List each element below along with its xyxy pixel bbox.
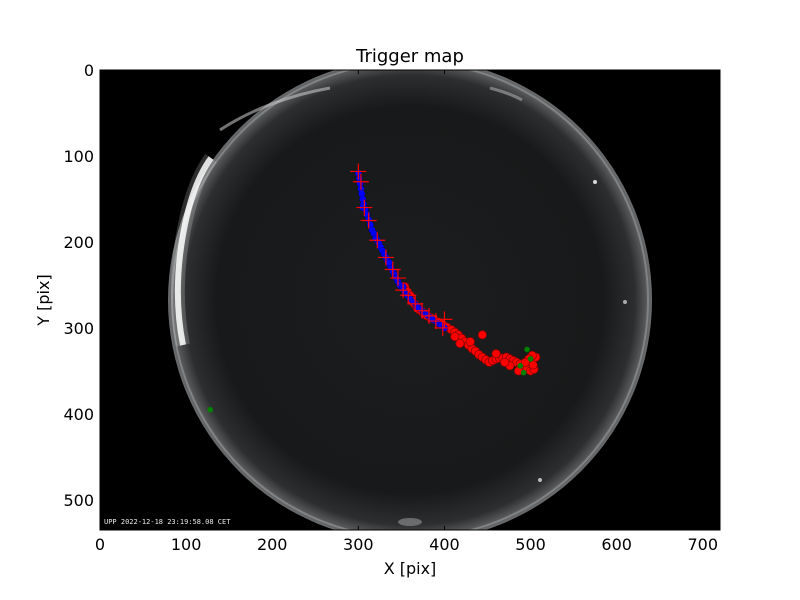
red-plus-marker <box>436 311 453 328</box>
x-tick-label: 100 <box>171 535 202 554</box>
data-marks <box>207 163 541 413</box>
x-tick-label: 0 <box>95 535 105 554</box>
red-plus-marker <box>389 270 406 287</box>
red-plus-marker <box>434 319 451 336</box>
red-plus-marker <box>384 261 401 278</box>
x-tick-label: 600 <box>601 535 632 554</box>
red-trigger-point <box>500 357 510 367</box>
red-plus-marker <box>427 313 444 330</box>
y-tick-label: 500 <box>63 491 94 510</box>
axis-ticks: 0 100 200 300 400 500 600 700 0 100 200 300 400 500 <box>63 61 720 554</box>
red-trigger-point <box>491 349 501 359</box>
green-point <box>527 356 534 362</box>
blue-track-point <box>385 259 393 267</box>
x-tick-label: 300 <box>343 535 374 554</box>
y-tick-label: 200 <box>63 233 94 252</box>
red-trigger-point <box>477 330 487 340</box>
x-tick-label: 200 <box>257 535 288 554</box>
red-plus-marker <box>352 173 369 190</box>
x-tick-label: 700 <box>688 535 719 554</box>
green-point <box>207 406 214 413</box>
green-point <box>517 362 524 369</box>
axes-frame <box>99 69 721 531</box>
x-tick-label: 400 <box>429 535 460 554</box>
red-plus-marker <box>360 212 377 229</box>
red-trigger-point <box>465 337 475 347</box>
green-point <box>520 369 527 376</box>
y-tick-label: 400 <box>63 405 94 424</box>
y-tick-label: 300 <box>63 319 94 338</box>
y-tick-label: 0 <box>84 61 94 80</box>
red-plus-marker <box>369 232 386 249</box>
red-plus-marker <box>400 287 417 304</box>
y-axis-label: Y [pix] <box>34 274 53 326</box>
image-timestamp: UPP 2022-12-18 23:19:58.08 CET <box>104 518 231 526</box>
green-point <box>524 346 530 353</box>
x-axis-label: X [pix] <box>384 559 437 578</box>
y-tick-label: 100 <box>63 147 94 166</box>
red-plus-marker <box>407 295 424 312</box>
red-trigger-point <box>455 338 465 349</box>
red-plus-marker <box>356 199 373 216</box>
red-trigger-point <box>528 360 538 370</box>
chart-title: Trigger map <box>355 46 464 67</box>
red-plus-marker <box>350 163 367 180</box>
x-tick-label: 500 <box>515 535 546 554</box>
red-plus-marker <box>377 249 394 266</box>
red-trigger-point <box>450 331 460 342</box>
